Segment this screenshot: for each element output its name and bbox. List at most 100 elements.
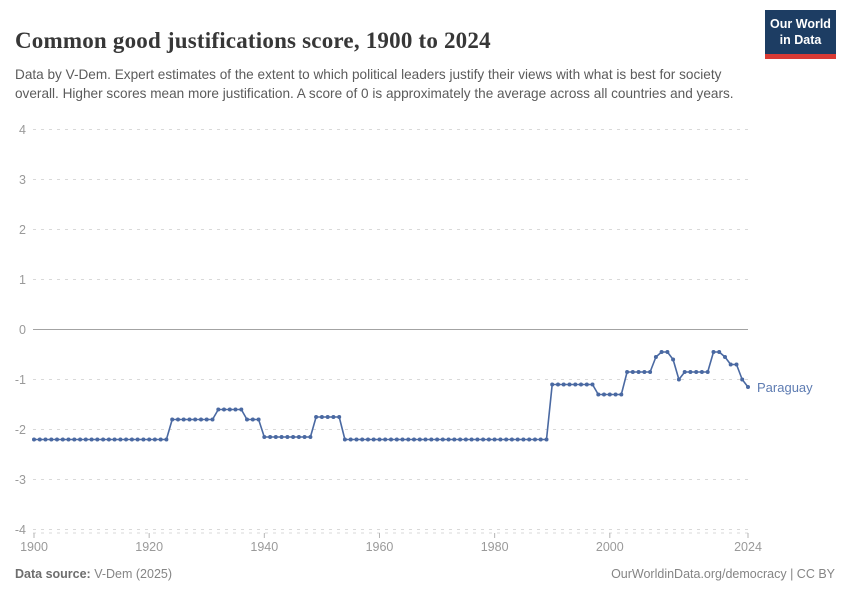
data-point [723, 355, 727, 359]
x-axis-label: 1980 [481, 540, 509, 554]
data-point [43, 437, 48, 442]
data-point [60, 437, 65, 442]
data-point [429, 437, 434, 442]
data-point [492, 437, 497, 442]
data-point [354, 437, 359, 442]
data-point [331, 415, 336, 419]
data-point [596, 392, 601, 397]
data-point [314, 415, 319, 419]
data-point [325, 415, 330, 419]
data-point [158, 437, 163, 442]
x-axis-label: 1940 [250, 540, 278, 554]
data-point [717, 350, 722, 354]
data-point [728, 362, 733, 367]
data-point [181, 417, 186, 422]
y-axis-label: 1 [19, 273, 26, 287]
data-point [417, 437, 422, 442]
data-point [579, 382, 583, 387]
data-point [152, 437, 157, 442]
data-point [199, 417, 203, 422]
data-point [573, 382, 578, 387]
data-point [187, 417, 192, 422]
data-point [423, 437, 428, 442]
data-point [711, 350, 716, 354]
data-point [302, 435, 307, 439]
data-point [337, 415, 342, 419]
data-point [95, 437, 100, 442]
x-axis-label: 1960 [366, 540, 394, 554]
data-point [141, 437, 146, 442]
data-point [533, 437, 537, 442]
data-point [147, 437, 152, 442]
data-point [239, 407, 244, 412]
data-point [118, 437, 123, 442]
chart-title: Common good justifications score, 1900 t… [15, 28, 491, 54]
data-point [463, 437, 468, 442]
data-point [319, 415, 324, 419]
data-point [607, 392, 612, 397]
data-point [112, 437, 117, 442]
data-point [268, 435, 273, 439]
data-point [653, 355, 658, 359]
data-point [515, 437, 520, 442]
x-axis-label: 1900 [20, 540, 48, 554]
data-point [78, 437, 83, 442]
data-point [394, 437, 399, 442]
data-point [659, 350, 664, 354]
data-point [435, 437, 440, 442]
data-point [377, 437, 382, 442]
data-point [389, 437, 393, 442]
data-point [642, 370, 647, 374]
data-point [665, 350, 670, 354]
data-point [740, 377, 745, 382]
data-point [216, 407, 221, 412]
data-source-note: Data source: V-Dem (2025) [15, 567, 172, 581]
data-point [400, 437, 405, 442]
chart-footer: Data source: V-Dem (2025) OurWorldinData… [15, 567, 835, 581]
data-point [746, 385, 750, 389]
data-point [135, 437, 140, 442]
y-axis-label: -4 [15, 523, 26, 537]
data-point [475, 437, 480, 442]
data-point [550, 382, 555, 387]
data-point [504, 437, 509, 442]
data-point [176, 417, 180, 422]
data-line [34, 351, 749, 441]
series-label-paraguay[interactable]: Paraguay [757, 380, 813, 395]
data-point [619, 392, 624, 397]
credit-note: OurWorldinData.org/democracy | CC BY [611, 567, 835, 581]
data-point [256, 417, 261, 422]
owid-logo-line1: Our World [770, 17, 831, 31]
data-point [636, 370, 641, 374]
data-point [446, 437, 451, 442]
data-point [222, 407, 226, 412]
data-point [498, 437, 503, 442]
data-point [440, 437, 445, 442]
owid-logo: Our World in Data [765, 10, 836, 60]
data-source-label: Data source: [15, 567, 91, 581]
data-point [694, 370, 699, 374]
data-point [49, 437, 54, 442]
data-point [124, 437, 129, 442]
data-point [250, 417, 255, 422]
data-point [590, 382, 595, 387]
data-point [233, 407, 238, 412]
data-point [561, 382, 566, 387]
data-point [342, 437, 347, 442]
data-point [544, 437, 549, 442]
data-point [129, 437, 134, 442]
data-point [625, 370, 630, 374]
data-point [37, 437, 42, 442]
data-point [602, 392, 606, 397]
data-point [72, 437, 77, 442]
data-point [164, 437, 169, 442]
data-point [170, 417, 175, 422]
data-point [734, 362, 739, 367]
data-point [89, 437, 94, 442]
data-point [556, 382, 560, 387]
data-point [383, 437, 388, 442]
data-point [83, 437, 88, 442]
data-point [366, 437, 370, 442]
data-point [486, 437, 491, 442]
data-point [682, 370, 687, 374]
